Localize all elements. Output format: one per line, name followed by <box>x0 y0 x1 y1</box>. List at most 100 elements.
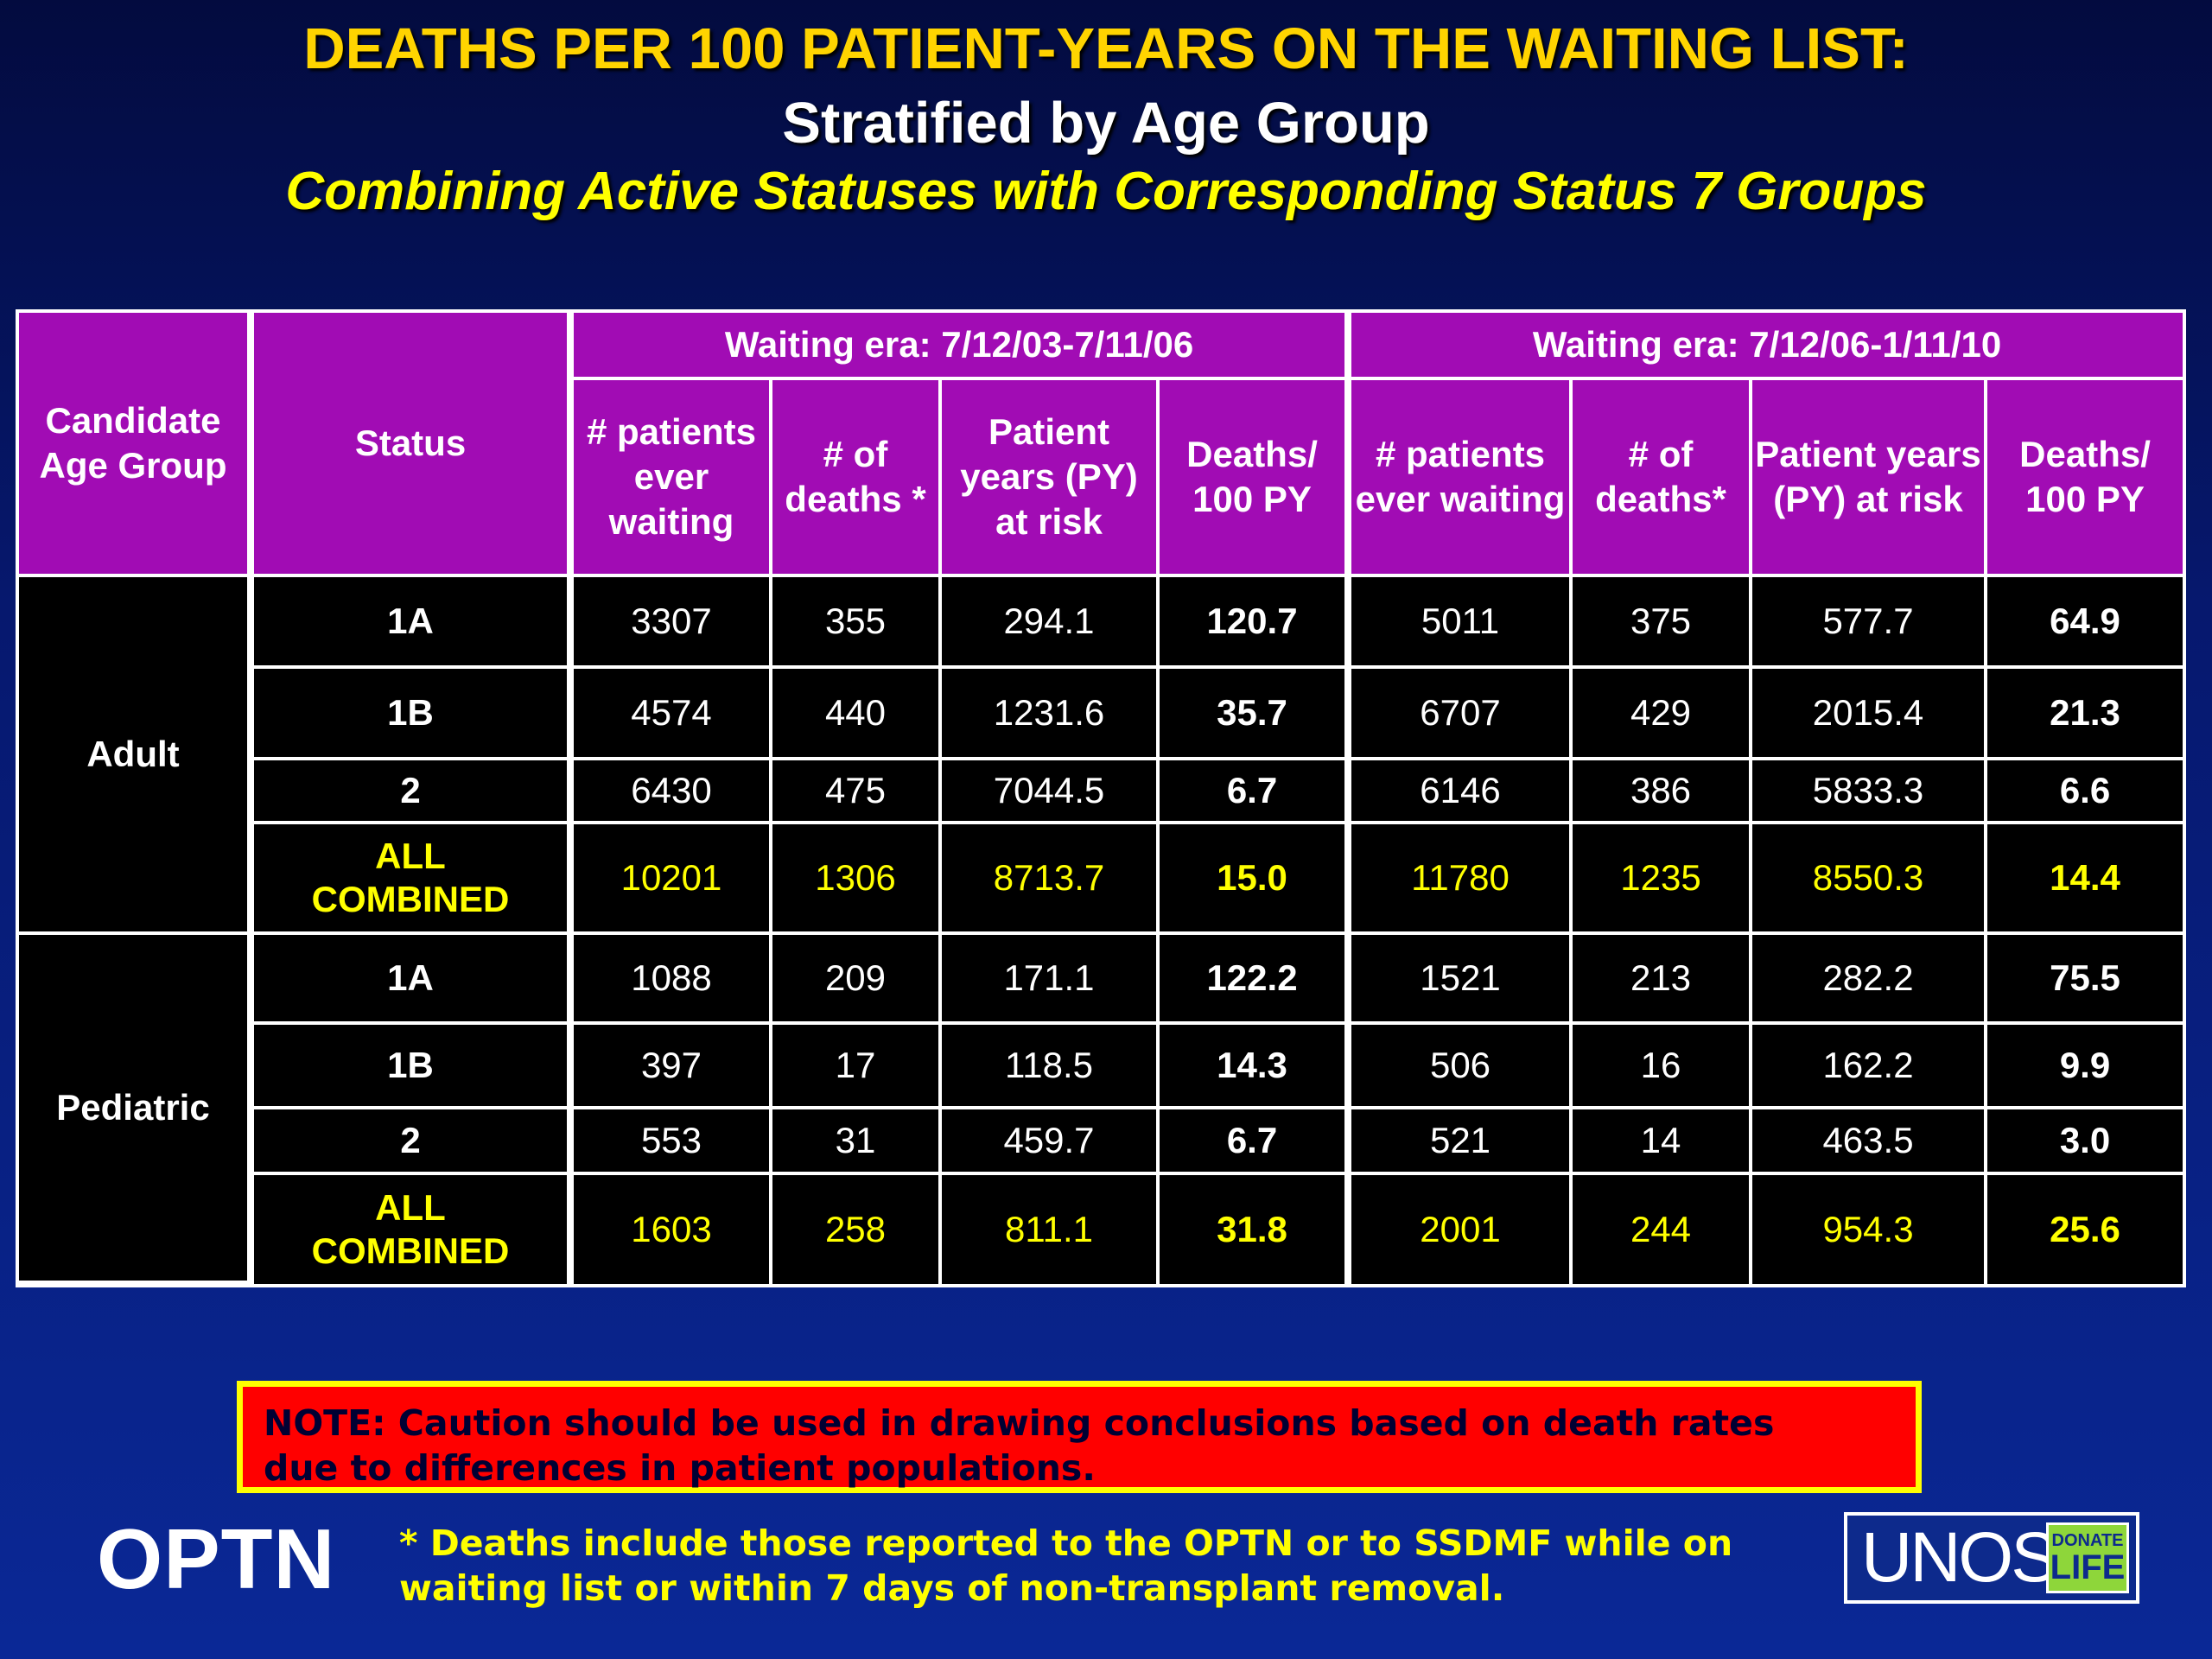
header-era2-patients: # patients ever waiting <box>1351 380 1573 577</box>
era2-py: 463.5 <box>1752 1109 1988 1175</box>
table-row: 1B 4574 440 1231.6 35.7 6707 429 2015.4 … <box>19 669 2183 760</box>
header-era1-py: Patient years (PY) at risk <box>942 380 1160 577</box>
footnote-line: * Deaths include those reported to the O… <box>399 1522 1733 1564</box>
era1-rate: 120.7 <box>1160 577 1352 669</box>
era1-py: 1231.6 <box>942 669 1160 760</box>
status-cell: 2 <box>254 760 574 824</box>
era2-patients: 1521 <box>1351 935 1573 1025</box>
era1-py: 811.1 <box>942 1175 1160 1284</box>
era2-py: 954.3 <box>1752 1175 1988 1284</box>
era1-rate: 122.2 <box>1160 935 1352 1025</box>
era2-deaths: 1235 <box>1573 824 1753 935</box>
header-status: Status <box>254 313 574 577</box>
table-row-combined: ALL COMBINED 10201 1306 8713.7 15.0 11780… <box>19 824 2183 935</box>
header-era2-py: Patient years (PY) at risk <box>1752 380 1988 577</box>
era2-patients: 5011 <box>1351 577 1573 669</box>
table-row: Adult 1A 3307 355 294.1 120.7 5011 375 5… <box>19 577 2183 935</box>
age-group-adult: Adult <box>19 577 254 935</box>
era2-py: 5833.3 <box>1752 760 1988 824</box>
era1-rate: 14.3 <box>1160 1025 1352 1109</box>
era2-py: 162.2 <box>1752 1025 1988 1109</box>
era2-patients: 6707 <box>1351 669 1573 760</box>
era2-rate: 64.9 <box>1987 577 2183 669</box>
status-cell: ALL COMBINED <box>254 1175 574 1284</box>
status-line: COMBINED <box>311 879 510 919</box>
table-row-combined: ALL COMBINED 1603 258 811.1 31.8 2001 244… <box>19 1175 2183 1284</box>
era2-rate: 14.4 <box>1987 824 2183 935</box>
unos-logo-text: UNOS <box>1861 1518 2058 1597</box>
era2-rate: 75.5 <box>1987 935 2183 1025</box>
table-row: Pediatric 1A 1088 209 171.1 122.2 1521 2… <box>19 935 2183 1284</box>
status-cell: ALL COMBINED <box>254 824 574 935</box>
era2-py: 2015.4 <box>1752 669 1988 760</box>
era1-deaths: 1306 <box>772 824 942 935</box>
status-cell: 2 <box>254 1109 574 1175</box>
era1-rate: 35.7 <box>1160 669 1352 760</box>
era1-patients: 397 <box>574 1025 772 1109</box>
footnote-line: waiting list or within 7 days of non-tra… <box>399 1567 1505 1609</box>
era1-rate: 15.0 <box>1160 824 1352 935</box>
era1-deaths: 258 <box>772 1175 942 1284</box>
donate-life-badge: DONATE LIFE <box>2046 1522 2129 1593</box>
era1-py: 118.5 <box>942 1025 1160 1109</box>
header-age-group: Candidate Age Group <box>19 313 254 577</box>
era2-rate: 3.0 <box>1987 1109 2183 1175</box>
age-group-pediatric: Pediatric <box>19 935 254 1284</box>
header-era1: Waiting era: 7/12/03-7/11/06 <box>574 313 1352 380</box>
era1-patients: 3307 <box>574 577 772 669</box>
header-era2: Waiting era: 7/12/06-1/11/10 <box>1351 313 2183 380</box>
era1-rate: 31.8 <box>1160 1175 1352 1284</box>
footnote: * Deaths include those reported to the O… <box>399 1521 1816 1611</box>
optn-logo: OPTN <box>97 1511 336 1606</box>
era2-deaths: 244 <box>1573 1175 1753 1284</box>
era1-patients: 1088 <box>574 935 772 1025</box>
era1-rate: 6.7 <box>1160 760 1352 824</box>
donate-text: DONATE <box>2051 1531 2124 1550</box>
era2-deaths: 375 <box>1573 577 1753 669</box>
era1-rate: 6.7 <box>1160 1109 1352 1175</box>
status-cell: 1A <box>254 577 574 669</box>
era2-py: 577.7 <box>1752 577 1988 669</box>
caution-note: NOTE: Caution should be used in drawing … <box>237 1381 1922 1493</box>
status-line: COMBINED <box>311 1230 510 1271</box>
era1-deaths: 440 <box>772 669 942 760</box>
status-line: ALL <box>375 836 446 876</box>
era1-deaths: 209 <box>772 935 942 1025</box>
era2-py: 282.2 <box>1752 935 1988 1025</box>
era1-patients: 553 <box>574 1109 772 1175</box>
era2-deaths: 16 <box>1573 1025 1753 1109</box>
era2-patients: 506 <box>1351 1025 1573 1109</box>
header-era2-deaths: # of deaths* <box>1573 380 1753 577</box>
era1-py: 459.7 <box>942 1109 1160 1175</box>
slide-title: DEATHS PER 100 PATIENT-YEARS ON THE WAIT… <box>303 16 1909 81</box>
era2-deaths: 14 <box>1573 1109 1753 1175</box>
era2-deaths: 429 <box>1573 669 1753 760</box>
table-row: 2 553 31 459.7 6.7 521 14 463.5 3.0 <box>19 1109 2183 1175</box>
era2-patients: 2001 <box>1351 1175 1573 1284</box>
note-line: due to differences in patient population… <box>264 1447 1096 1489</box>
era1-deaths: 475 <box>772 760 942 824</box>
slide-subtitle-italic: Combining Active Statuses with Correspon… <box>285 162 1927 221</box>
era2-rate: 21.3 <box>1987 669 2183 760</box>
header-era2-rate: Deaths/ 100 PY <box>1987 380 2183 577</box>
era1-deaths: 17 <box>772 1025 942 1109</box>
header-era1-deaths: # of deaths * <box>772 380 942 577</box>
status-cell: 1B <box>254 1025 574 1109</box>
era2-deaths: 386 <box>1573 760 1753 824</box>
era1-py: 8713.7 <box>942 824 1160 935</box>
era2-patients: 521 <box>1351 1109 1573 1175</box>
era1-py: 171.1 <box>942 935 1160 1025</box>
death-rate-table: Candidate Age Group Status Waiting era: … <box>16 309 2187 1287</box>
era2-rate: 9.9 <box>1987 1025 2183 1109</box>
era1-py: 294.1 <box>942 577 1160 669</box>
era1-patients: 4574 <box>574 669 772 760</box>
era2-patients: 6146 <box>1351 760 1573 824</box>
era2-rate: 6.6 <box>1987 760 2183 824</box>
note-line: NOTE: Caution should be used in drawing … <box>264 1402 1775 1444</box>
era1-py: 7044.5 <box>942 760 1160 824</box>
life-text: LIFE <box>2050 1548 2126 1586</box>
era1-deaths: 355 <box>772 577 942 669</box>
table-row: 1B 397 17 118.5 14.3 506 16 162.2 9.9 <box>19 1025 2183 1109</box>
status-cell: 1A <box>254 935 574 1025</box>
era1-patients: 10201 <box>574 824 772 935</box>
